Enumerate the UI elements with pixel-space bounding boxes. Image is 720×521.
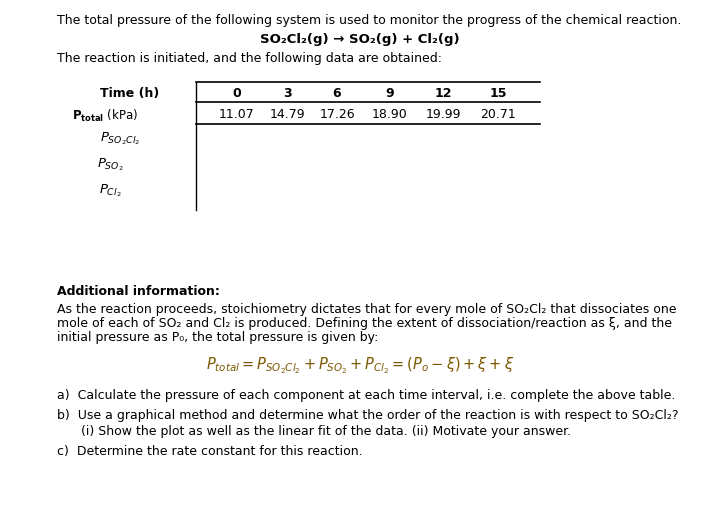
- Text: 11.07: 11.07: [219, 108, 255, 121]
- Text: c)  Determine the rate constant for this reaction.: c) Determine the rate constant for this …: [57, 445, 363, 458]
- Text: $P_{SO_2}$: $P_{SO_2}$: [96, 156, 123, 172]
- Text: SO₂Cl₂(g) → SO₂(g) + Cl₂(g): SO₂Cl₂(g) → SO₂(g) + Cl₂(g): [260, 33, 460, 46]
- Text: mole of each of SO₂ and Cl₂ is produced. Defining the extent of dissociation/rea: mole of each of SO₂ and Cl₂ is produced.…: [57, 317, 672, 330]
- Text: $P_{Cl_2}$: $P_{Cl_2}$: [99, 182, 121, 199]
- Text: 6: 6: [333, 87, 341, 100]
- Text: a)  Calculate the pressure of each component at each time interval, i.e. complet: a) Calculate the pressure of each compon…: [57, 389, 675, 402]
- Text: 20.71: 20.71: [480, 108, 516, 121]
- Text: The total pressure of the following system is used to monitor the progress of th: The total pressure of the following syst…: [57, 14, 681, 27]
- Text: As the reaction proceeds, stoichiometry dictates that for every mole of SO₂Cl₂ t: As the reaction proceeds, stoichiometry …: [57, 303, 677, 316]
- Text: 17.26: 17.26: [319, 108, 355, 121]
- Text: (i) Show the plot as well as the linear fit of the data. (ii) Motivate your answ: (i) Show the plot as well as the linear …: [57, 425, 571, 438]
- Text: 3: 3: [283, 87, 292, 100]
- Text: 18.90: 18.90: [372, 108, 408, 121]
- Text: Time (h): Time (h): [100, 87, 160, 100]
- Text: b)  Use a graphical method and determine what the order of the reaction is with : b) Use a graphical method and determine …: [57, 409, 678, 422]
- Text: initial pressure as P₀, the total pressure is given by:: initial pressure as P₀, the total pressu…: [57, 331, 379, 344]
- Text: $P_{total} = P_{SO_2Cl_2} + P_{SO_2} + P_{Cl_2} = (P_o - \xi) + \xi + \xi$: $P_{total} = P_{SO_2Cl_2} + P_{SO_2} + P…: [206, 355, 514, 376]
- Text: 19.99: 19.99: [426, 108, 461, 121]
- Text: 9: 9: [386, 87, 395, 100]
- Text: $P_{SO_2Cl_2}$: $P_{SO_2Cl_2}$: [100, 130, 140, 146]
- Text: 14.79: 14.79: [269, 108, 305, 121]
- Text: The reaction is initiated, and the following data are obtained:: The reaction is initiated, and the follo…: [57, 52, 442, 65]
- Text: 15: 15: [490, 87, 507, 100]
- Text: 12: 12: [434, 87, 451, 100]
- Text: $\mathbf{P_{total}}$ (kPa): $\mathbf{P_{total}}$ (kPa): [72, 108, 138, 124]
- Text: Additional information:: Additional information:: [57, 285, 220, 298]
- Text: 0: 0: [233, 87, 241, 100]
